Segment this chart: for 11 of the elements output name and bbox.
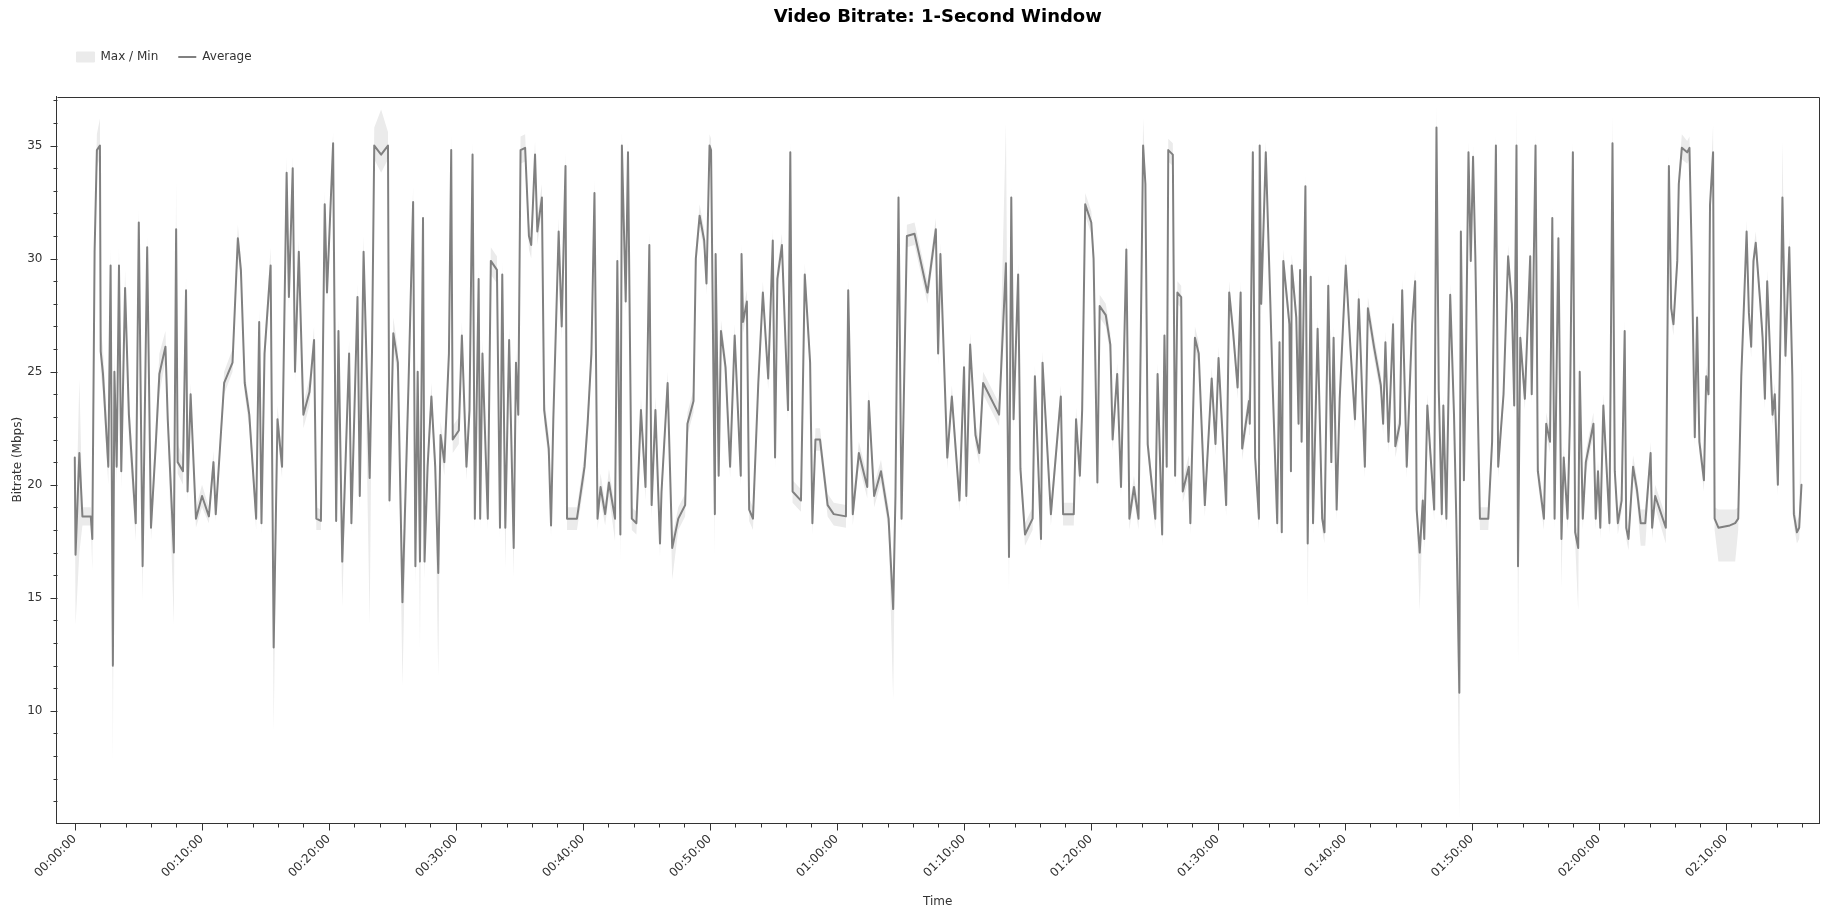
y-axis-title: Bitrate (Mbps) — [10, 416, 25, 503]
y-tick-label: 35 — [27, 137, 43, 152]
legend-label: Max / Min — [100, 49, 159, 64]
y-tick-label: 15 — [27, 589, 43, 604]
x-axis-title: Time — [922, 893, 953, 908]
y-tick-label: 10 — [27, 702, 43, 717]
legend-label: Average — [202, 49, 252, 64]
y-tick-label: 25 — [27, 363, 43, 378]
y-tick-label: 20 — [27, 476, 43, 491]
y-tick-label: 30 — [27, 250, 43, 265]
chart-title: Video Bitrate: 1-Second Window — [772, 5, 1103, 27]
